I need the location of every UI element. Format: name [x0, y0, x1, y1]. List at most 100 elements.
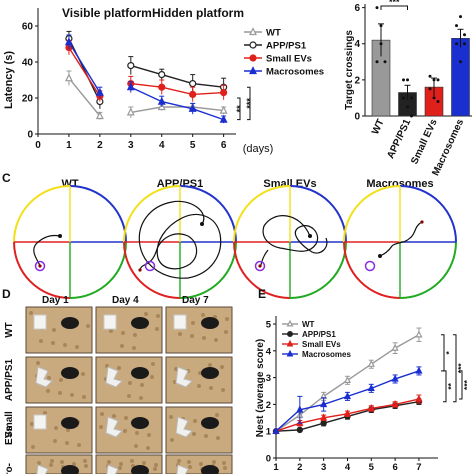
bedding-speck — [202, 336, 206, 340]
bedding-speck — [109, 329, 113, 333]
nest-legend-marker-small — [286, 339, 294, 347]
platform-target-circle — [144, 260, 156, 272]
bedding-speck — [151, 362, 155, 366]
nest-legend-label: Small EVs — [302, 340, 341, 349]
target-category-label: Small EVs — [409, 117, 440, 166]
bedding-speck — [37, 461, 41, 465]
nest-point-macro — [367, 383, 375, 392]
latency-point-macro — [126, 82, 135, 91]
bedding-speck — [127, 394, 131, 398]
latency-x-tick-label: 4 — [159, 140, 165, 151]
pool-quadrant-blue — [399, 185, 457, 243]
nest-legend-marker-app — [287, 331, 294, 338]
bedding-speck — [47, 376, 51, 380]
target-point — [375, 6, 379, 10]
latency-point-small — [189, 90, 197, 99]
shredded-nest — [175, 416, 193, 438]
pool-quadrant-green — [179, 241, 237, 299]
bedding-speck — [82, 395, 86, 399]
latency-point-small — [158, 83, 166, 91]
target-point — [432, 78, 436, 82]
nest-y-axis-label: Nest (average score) — [255, 339, 266, 437]
photo-row-label: APP/PS1 — [4, 358, 15, 401]
nest-cage-photo — [25, 406, 93, 454]
nest-y-tick-label: 5 — [266, 320, 272, 331]
target-point — [383, 60, 387, 64]
photo-row-label: EVs — [4, 426, 15, 445]
shredded-nest — [105, 416, 123, 438]
bedding-speck — [140, 383, 144, 387]
trajectory-start-dot — [378, 254, 382, 258]
swim-trajectory — [379, 221, 423, 257]
swim-title: Macrosomes — [366, 178, 433, 190]
pool-quadrant-red — [123, 241, 181, 299]
bedding-speck — [30, 422, 34, 426]
latency-point-small — [220, 88, 228, 97]
latency-y-tick-label: 20 — [22, 94, 34, 105]
photo-row-label: WT — [4, 322, 15, 338]
target-category-label: WT — [370, 118, 387, 137]
nest-point-small — [320, 413, 328, 421]
latency-x-axis-unit: (days) — [243, 143, 274, 155]
target-crossings-y-label: Target crossings — [344, 30, 355, 110]
latency-point-wt — [219, 105, 228, 114]
mouse — [61, 417, 79, 429]
bedding-speck — [154, 463, 158, 467]
bedding-speck — [29, 311, 33, 315]
bedding-speck — [153, 467, 157, 471]
latency-point-macro — [95, 87, 104, 96]
latency-legend-label: Small EVs — [266, 54, 312, 65]
nest-x-tick-label: 6 — [392, 462, 397, 473]
nest-cage-photo — [95, 306, 163, 354]
trajectory-start-dot — [58, 234, 62, 238]
mouse — [61, 317, 79, 329]
latency-point-macro — [188, 103, 197, 112]
bedding-speck — [146, 446, 150, 450]
latency-x-tick-label: 2 — [97, 140, 103, 151]
bedding-speck — [53, 439, 57, 443]
nest-x-tick-label: 3 — [321, 462, 326, 473]
target-point — [436, 78, 440, 82]
pool-quadrant-red — [343, 241, 401, 299]
latency-x-tick-label: 5 — [190, 140, 196, 151]
bedding-speck — [142, 461, 146, 465]
bedding-speck — [31, 445, 35, 449]
nest-y-tick-label: 4 — [266, 346, 272, 357]
bedding-speck — [220, 365, 224, 369]
shredded-nest — [36, 464, 49, 474]
target-y-tick-label: 2 — [354, 75, 360, 86]
nest-point-small — [367, 403, 375, 412]
mouse — [201, 367, 219, 379]
swim-trajectory — [138, 200, 222, 279]
bedding-speck — [224, 330, 228, 334]
bedding-speck — [144, 312, 148, 316]
latency-legend-marker-small — [249, 54, 257, 62]
latency-point-wt — [126, 107, 135, 116]
bedding-speck — [124, 416, 128, 420]
bedding-speck — [84, 464, 88, 468]
bedding-speck — [99, 425, 103, 429]
bedding-speck — [222, 461, 226, 465]
trajectory-end-dot — [258, 264, 262, 268]
bedding-speck — [177, 459, 181, 463]
target-sig-label: *** — [389, 0, 400, 7]
mouse — [201, 465, 219, 474]
swim-path-panel: WT APP/PS1 Small EVs Macrosomes — [13, 178, 457, 299]
target-point — [459, 15, 462, 19]
nest-legend-marker-wt — [286, 319, 294, 327]
target-point — [402, 78, 405, 82]
latency-x-tick-label: 6 — [221, 140, 227, 151]
bedding-speck — [121, 331, 125, 335]
day-label: Day 7 — [182, 295, 209, 306]
nest-legend-label: WT — [302, 320, 315, 329]
nestlet-square — [33, 314, 47, 330]
bedding-speck — [170, 438, 174, 442]
trajectory-end-dot — [138, 268, 142, 272]
phase-label-hidden: Hidden platform — [152, 6, 244, 20]
bedding-speck — [130, 459, 134, 463]
bedding-speck — [83, 459, 87, 463]
bedding-speck — [156, 314, 160, 318]
pool-quadrant-yellow — [13, 185, 71, 243]
